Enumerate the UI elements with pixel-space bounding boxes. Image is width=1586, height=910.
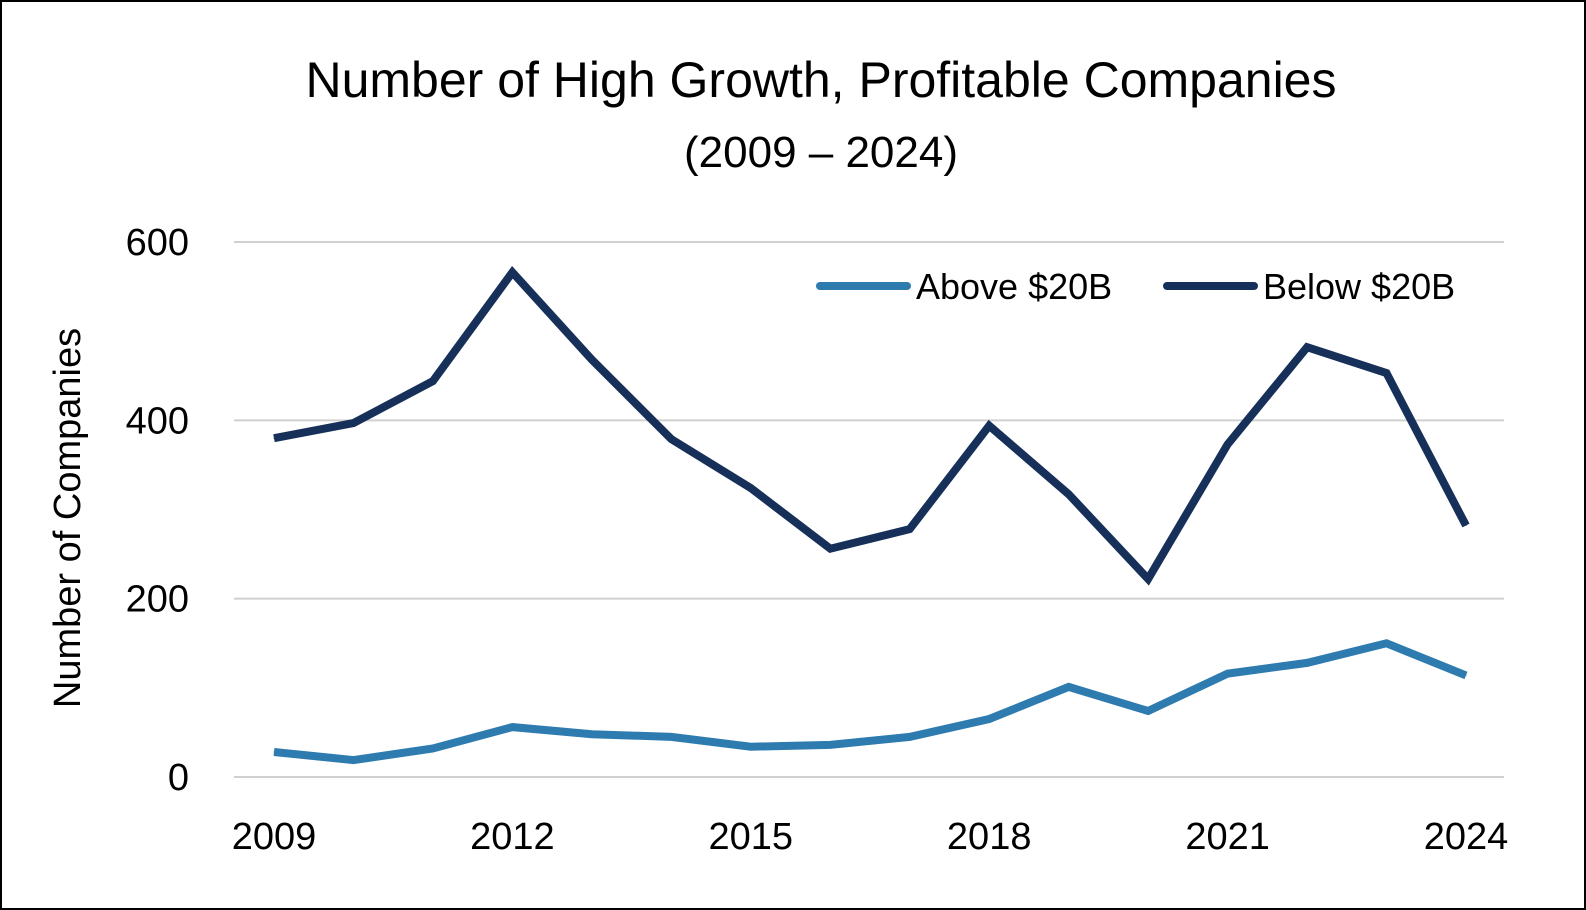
data-point-above-20b-2022 [1306,662,1308,664]
data-point-below-20b-2009 [273,437,275,439]
legend-label-below-20b: Below $20B [1263,266,1455,307]
x-tick-label: 2021 [1185,816,1270,858]
data-point-below-20b-2022 [1306,346,1308,348]
data-point-below-20b-2015 [750,487,752,489]
legend: Above $20B Below $20B [816,266,1455,307]
data-point-above-20b-2009 [273,751,275,753]
data-point-above-20b-2010 [352,759,354,761]
data-point-above-20b-2018 [988,718,990,720]
x-tick-label: 2018 [947,816,1032,858]
data-point-above-20b-2023 [1386,642,1388,644]
data-point-above-20b-2012 [511,726,513,728]
data-point-above-20b-2015 [750,746,752,748]
data-point-above-20b-2014 [670,736,672,738]
gridlines [234,241,1504,778]
series-lines [273,265,1470,765]
data-point-above-20b-2013 [591,733,593,735]
data-point-above-20b-2021 [1227,673,1229,675]
data-point-above-20b-2020 [1147,710,1149,712]
x-tick-label: 2009 [232,816,317,858]
data-point-below-20b-2013 [591,359,593,361]
data-point-below-20b-2018 [988,425,990,427]
data-point-below-20b-2011 [432,380,434,382]
data-point-below-20b-2020 [1147,578,1149,580]
data-point-above-20b-2017 [909,736,911,738]
legend-label-above-20b: Above $20B [916,266,1112,307]
data-point-below-20b-2012 [511,271,513,273]
data-point-below-20b-2014 [670,438,672,440]
data-point-below-20b-2017 [909,528,911,530]
y-axis-title: Number of Companies [47,328,89,708]
data-point-above-20b-2024 [1465,674,1467,676]
x-tick-label: 2015 [709,816,794,858]
series-line-below-20b [273,265,1470,586]
y-axis-ticks: 0 200 400 600 [126,222,189,799]
y-tick-label: 200 [126,579,189,621]
data-point-below-20b-2019 [1068,493,1070,495]
data-point-above-20b-2011 [432,747,434,749]
x-tick-label: 2024 [1424,816,1509,858]
y-tick-label: 0 [168,757,189,799]
data-point-below-20b-2010 [352,422,354,424]
y-tick-label: 400 [126,400,189,442]
chart-subtitle: (2009 – 2024) [684,128,958,177]
data-point-above-20b-2019 [1068,686,1070,688]
y-tick-label: 600 [126,222,189,264]
data-point-below-20b-2024 [1465,525,1467,527]
data-point-below-20b-2016 [829,548,831,550]
series-line-above-20b [273,639,1468,765]
data-point-below-20b-2021 [1227,443,1229,445]
x-axis-ticks: 2009 2012 2015 2018 2021 2024 [232,816,1509,858]
chart-title: Number of High Growth, Profitable Compan… [305,52,1336,108]
data-point-above-20b-2016 [829,744,831,746]
x-tick-label: 2012 [470,816,555,858]
data-point-below-20b-2023 [1386,372,1388,374]
